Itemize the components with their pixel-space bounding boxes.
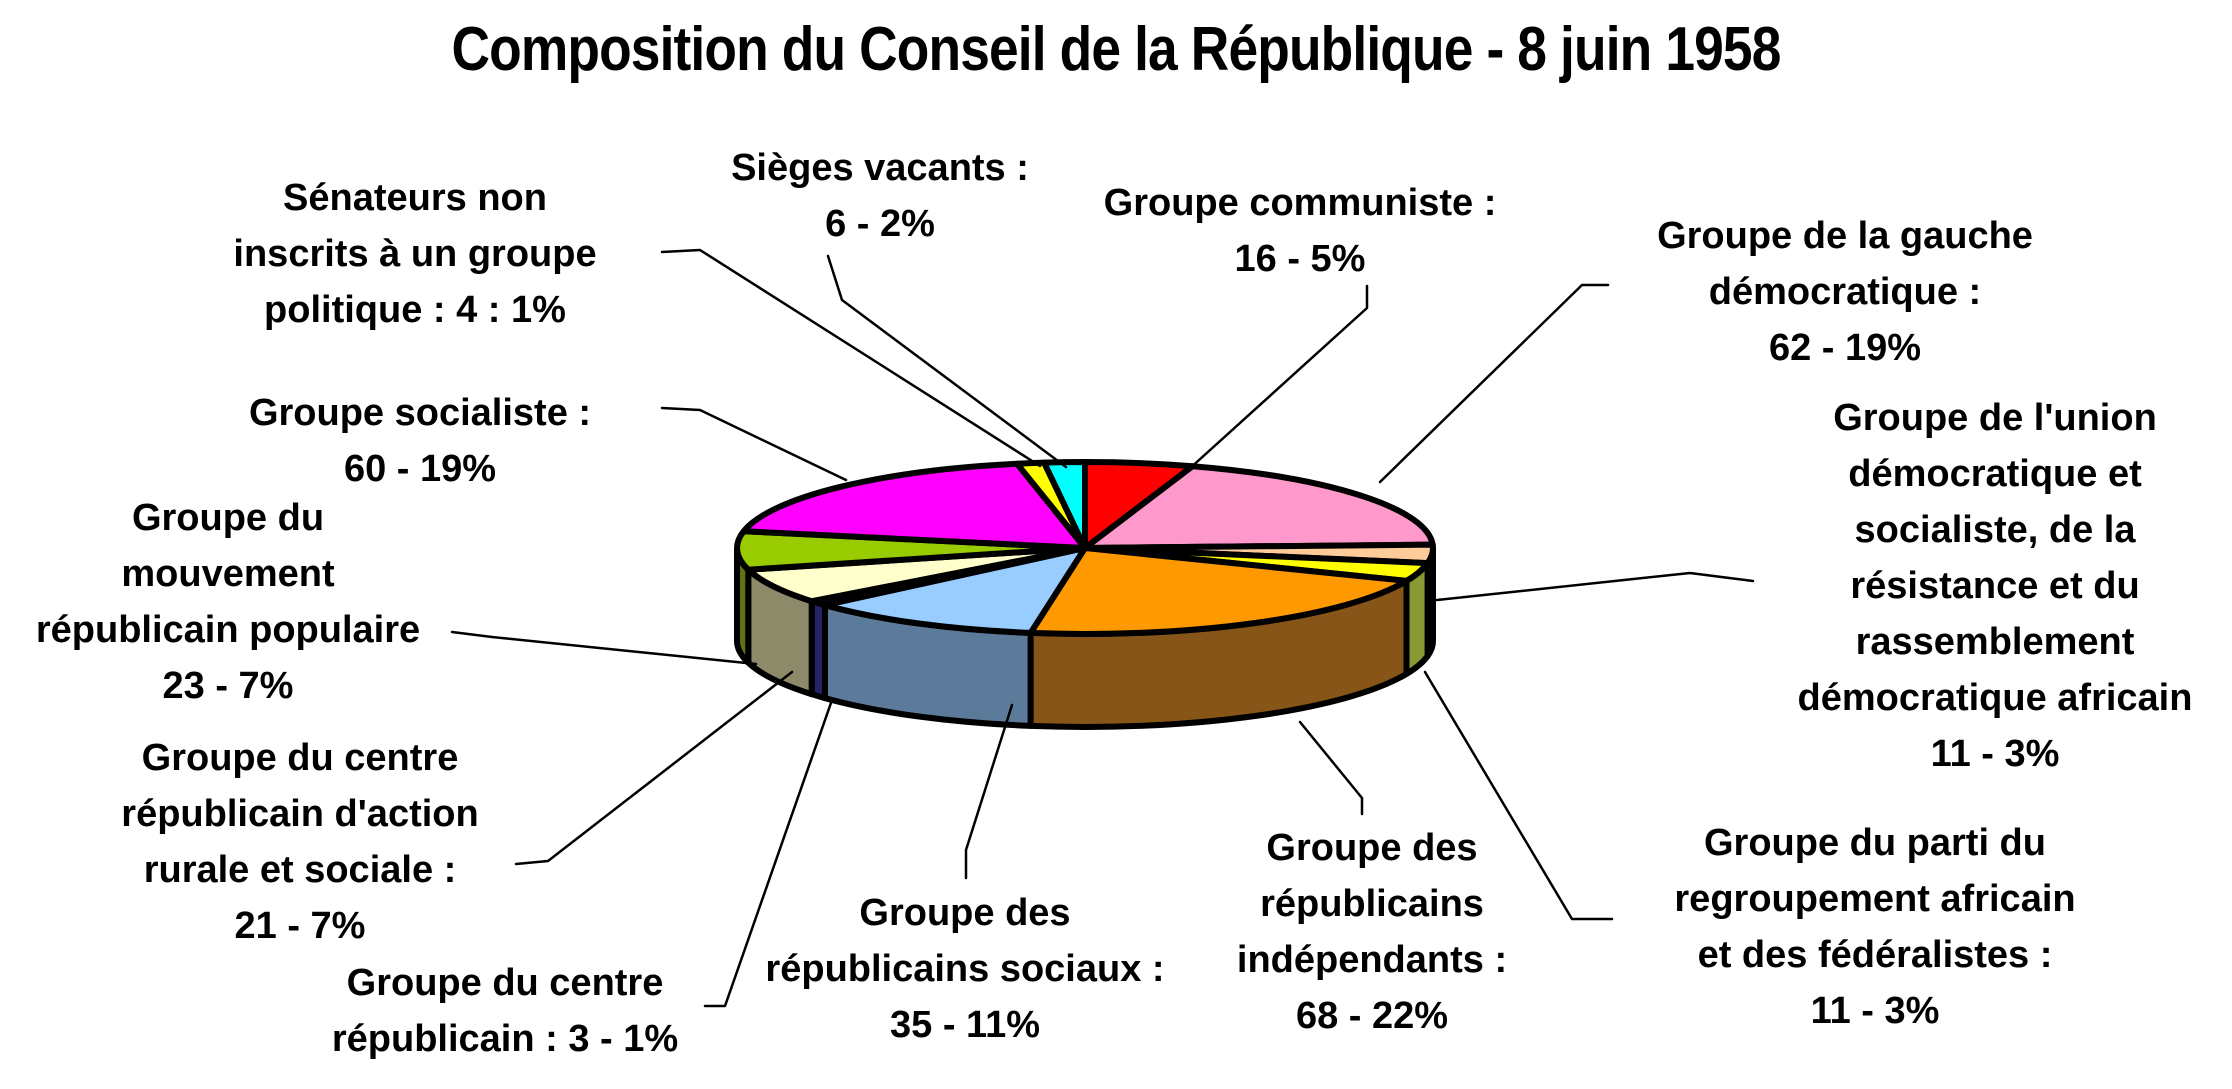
pie-slice-socialiste — [740, 460, 1088, 551]
slice-label-line: Sièges vacants : — [731, 147, 1029, 189]
leader-line-non_inscrits — [660, 248, 1042, 468]
slice-label-mrp: Groupe du mouvement républicain populaire 2… — [36, 490, 420, 714]
slice-label-line: 21 - 7% — [234, 905, 366, 947]
leader-line-independants — [1298, 720, 1364, 816]
slice-label-line: 35 - 11% — [889, 1004, 1040, 1046]
slice-label-line: républicain populaire — [35, 609, 421, 651]
leader-line-communiste — [1186, 284, 1369, 472]
slice-label-centre_rep: Groupe du centre républicain : 3 - 1% — [332, 955, 678, 1067]
slice-label-line: républicains sociaux : — [765, 948, 1165, 990]
slice-label-line: 68 - 22% — [1295, 995, 1449, 1037]
slice-label-line: républicain d'action — [121, 793, 479, 835]
slice-label-line: 11 - 3% — [1930, 733, 2060, 775]
leader-line-gauche — [1378, 283, 1610, 484]
slice-label-line: socialiste, de la — [1854, 509, 2136, 551]
slice-label-line: indépendants : — [1236, 939, 1508, 981]
slice-label-line: rassemblement — [1855, 621, 2135, 663]
leader-line-centre_action — [514, 670, 794, 866]
slice-label-gauche: Groupe de la gauche démocratique : 62 - 19… — [1657, 208, 2033, 376]
leader-line-mrp — [450, 630, 758, 666]
slice-label-line: et des fédéralistes : — [1697, 934, 2053, 976]
leader-lines — [450, 248, 1755, 1008]
slice-label-line: 23 - 7% — [162, 665, 294, 707]
slice-label-line: Groupe du centre — [346, 962, 664, 1004]
slice-label-sociaux: Groupe des républicains sociaux : 35 - 11% — [765, 885, 1164, 1053]
slice-label-communiste: Groupe communiste : 16 - 5% — [1104, 175, 1497, 287]
slice-label-line: politique : 4 : 1% — [264, 289, 566, 331]
slice-label-line: démocratique africain — [1797, 677, 2193, 719]
slice-label-centre_action: Groupe du centre républicain d'action rura… — [121, 730, 478, 954]
slice-label-line: 11 - 3% — [1810, 990, 1940, 1032]
slice-label-line: républicain : 3 - 1% — [331, 1018, 679, 1060]
slice-label-line: Groupe des — [859, 892, 1071, 934]
slice-label-line: Groupe de l'union — [1833, 397, 2157, 439]
slice-label-non_inscrits: Sénateurs non inscrits à un groupe politiq… — [233, 170, 596, 338]
slice-label-socialiste: Groupe socialiste : 60 - 19% — [249, 385, 591, 497]
slice-label-line: Groupe communiste : — [1103, 182, 1497, 224]
leader-line-parti — [1423, 670, 1614, 921]
slice-label-line: inscrits à un groupe — [233, 233, 597, 275]
slice-label-line: Groupe de la gauche — [1657, 215, 2033, 257]
slice-label-line: résistance et du — [1850, 565, 2140, 607]
slice-label-line: Groupe du parti du — [1704, 822, 2046, 864]
slice-label-line: Groupe du centre — [141, 737, 459, 779]
leader-line-sieges — [826, 254, 1068, 469]
pie-top-faces — [734, 458, 1436, 637]
leader-line-socialiste — [660, 406, 848, 482]
slice-label-line: regroupement africain — [1674, 878, 2076, 920]
slice-label-independants: Groupe des républicains indépendants : 68 -… — [1237, 820, 1507, 1044]
leader-line-centre_rep — [703, 698, 834, 1008]
slice-label-sieges: Sièges vacants : 6 - 2% — [731, 140, 1029, 252]
slice-label-line: rurale et sociale : — [143, 849, 457, 891]
leader-line-union — [1435, 571, 1755, 602]
slice-label-line: républicains — [1260, 883, 1484, 925]
pie-slice-independants — [1027, 545, 1410, 637]
slice-label-line: mouvement — [121, 553, 335, 595]
slice-label-line: démocratique : — [1708, 271, 1982, 313]
slice-label-line: 16 - 5% — [1234, 238, 1366, 280]
slice-label-line: Sénateurs non — [283, 177, 547, 219]
pie-slice-gauche — [1082, 463, 1436, 551]
pie-slice-sociaux — [821, 545, 1088, 636]
slice-label-line: Groupe des — [1266, 827, 1478, 869]
slice-label-line: 60 - 19% — [343, 448, 497, 490]
slice-label-parti: Groupe du parti du regroupement africain e… — [1674, 815, 2075, 1039]
slice-label-line: 6 - 2% — [825, 203, 935, 245]
slice-label-line: Groupe socialiste : — [248, 392, 592, 434]
leader-line-sociaux — [964, 703, 1014, 880]
slice-label-line: démocratique et — [1848, 453, 2142, 495]
slice-label-union: Groupe de l'union démocratique et socialis… — [1798, 390, 2193, 782]
slice-label-line: 62 - 19% — [1768, 327, 1922, 369]
pie-slice-sieges — [1041, 459, 1088, 551]
chart-title: Composition du Conseil de la République … — [451, 15, 1781, 84]
slice-label-line: Groupe du — [131, 497, 325, 539]
